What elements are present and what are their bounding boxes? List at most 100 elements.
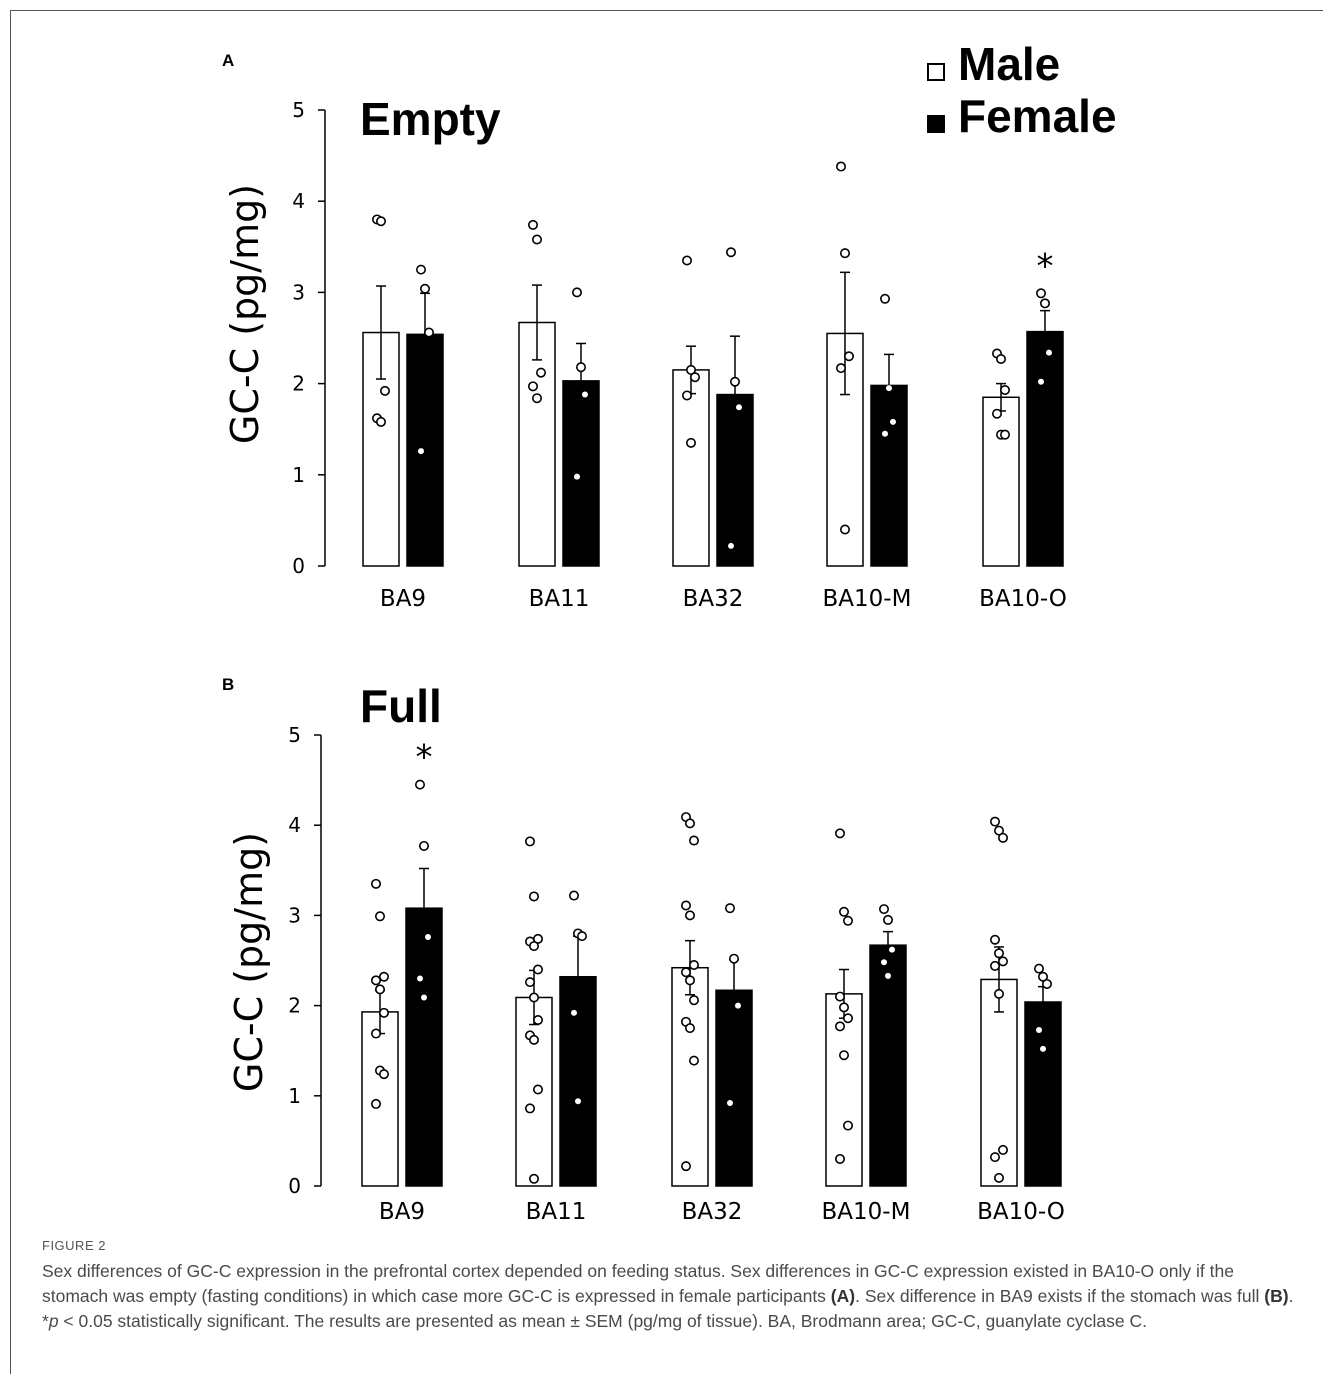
data-point-female-ba11 bbox=[576, 931, 587, 942]
data-point-male-ba11 bbox=[531, 393, 542, 404]
data-point-female-ba10-o bbox=[1038, 378, 1044, 385]
figure-svg: A Empty GC-C (pg/mg) 0 1 2 3 4 5 BA9 BA11 BA32 BA10-… bbox=[222, 38, 1117, 1225]
data-point-female-ba11 bbox=[571, 1009, 577, 1016]
data-point-female-ba11 bbox=[574, 473, 580, 480]
data-point-male-ba10-m bbox=[838, 1050, 849, 1061]
data-point-female-ba10-m bbox=[882, 914, 893, 925]
data-point-male-ba9 bbox=[375, 416, 386, 427]
data-point-male-ba10-o bbox=[997, 832, 1008, 843]
significance-marker: * bbox=[416, 738, 433, 778]
panel-letter: A bbox=[222, 51, 234, 70]
x-tick-label-ba9: BA9 bbox=[380, 586, 426, 612]
data-point-female-ba10-o bbox=[1036, 288, 1047, 299]
data-point-male-ba11 bbox=[528, 1173, 539, 1184]
x-tick-label-ba9: BA9 bbox=[379, 1199, 425, 1225]
data-point-female-ba10-m bbox=[881, 959, 887, 966]
bar-male-ba9 bbox=[361, 1011, 399, 1187]
legend-swatch-female bbox=[927, 115, 945, 133]
data-point-male-ba32 bbox=[680, 1161, 691, 1172]
data-point-male-ba10-o bbox=[991, 408, 1002, 419]
data-point-male-ba9 bbox=[378, 1069, 389, 1080]
data-point-female-ba32 bbox=[725, 247, 736, 258]
legend-label-male: Male bbox=[958, 38, 1060, 90]
data-point-male-ba32 bbox=[680, 900, 691, 911]
bar-female-ba10-o bbox=[1024, 1001, 1062, 1187]
data-point-female-ba10-o bbox=[1034, 963, 1045, 974]
data-point-male-ba10-m bbox=[838, 1002, 849, 1013]
data-point-female-ba9 bbox=[425, 934, 431, 941]
data-point-male-ba10-o bbox=[993, 948, 1004, 959]
y-tick-label: 0 bbox=[292, 554, 305, 578]
data-point-male-ba11 bbox=[528, 992, 539, 1003]
data-point-female-ba11 bbox=[582, 391, 588, 398]
x-tick-label-ba32: BA32 bbox=[682, 1199, 743, 1225]
data-point-male-ba10-m bbox=[834, 828, 845, 839]
data-point-female-ba10-m bbox=[886, 385, 892, 392]
data-point-male-ba32 bbox=[688, 1055, 699, 1066]
caption-ref-a: (A) bbox=[830, 1286, 856, 1306]
data-point-female-ba32 bbox=[736, 404, 742, 411]
data-point-male-ba10-o bbox=[989, 934, 1000, 945]
y-axis-label: GC-C (pg/mg) bbox=[223, 184, 267, 444]
data-point-male-ba10-o bbox=[989, 960, 1000, 971]
data-point-male-ba11 bbox=[528, 1034, 539, 1045]
y-tick-label: 1 bbox=[292, 463, 305, 487]
caption-text-1: Sex differences of GC-C expression in th… bbox=[42, 1261, 1234, 1306]
data-point-female-ba9 bbox=[414, 779, 425, 790]
panel-a: A Empty GC-C (pg/mg) 0 1 2 3 4 5 BA9 BA11 BA32 BA10-… bbox=[222, 51, 1067, 612]
y-tick-label: 2 bbox=[288, 994, 301, 1018]
data-point-female-ba32 bbox=[729, 376, 740, 387]
data-point-male-ba32 bbox=[689, 372, 700, 383]
data-point-female-ba9 bbox=[421, 994, 427, 1001]
panel-letter: B bbox=[222, 675, 234, 694]
data-point-female-ba11 bbox=[575, 362, 586, 373]
data-point-female-ba9 bbox=[417, 975, 423, 982]
panel-title: Full bbox=[360, 680, 442, 732]
data-point-male-ba10-m bbox=[835, 363, 846, 374]
data-point-male-ba10-m bbox=[839, 248, 850, 259]
data-point-female-ba10-o bbox=[1040, 298, 1051, 309]
data-point-male-ba10-o bbox=[999, 429, 1010, 440]
data-point-male-ba11 bbox=[528, 941, 539, 952]
data-point-male-ba32 bbox=[680, 967, 691, 978]
data-point-female-ba9 bbox=[419, 283, 430, 294]
data-point-female-ba10-m bbox=[879, 293, 890, 304]
data-point-male-ba11 bbox=[532, 1015, 543, 1026]
data-point-male-ba10-m bbox=[838, 906, 849, 917]
data-point-female-ba9 bbox=[418, 448, 424, 455]
data-point-male-ba10-m bbox=[834, 1153, 845, 1164]
data-point-male-ba9 bbox=[370, 1028, 381, 1039]
data-point-female-ba11 bbox=[568, 890, 579, 901]
x-tick-label-ba10-o: BA10-O bbox=[977, 1199, 1065, 1225]
y-tick-label: 3 bbox=[292, 280, 305, 304]
data-point-male-ba32 bbox=[685, 437, 696, 448]
data-point-female-ba10-m bbox=[889, 946, 895, 953]
data-point-male-ba10-m bbox=[835, 161, 846, 172]
data-point-male-ba11 bbox=[535, 367, 546, 378]
bar-male-ba10-o bbox=[982, 396, 1020, 567]
x-tick-label-ba10-o: BA10-O bbox=[979, 586, 1067, 612]
data-point-female-ba10-m bbox=[882, 430, 888, 437]
bar-female-ba9 bbox=[405, 907, 443, 1187]
data-point-female-ba10-m bbox=[890, 418, 896, 425]
data-point-male-ba10-m bbox=[843, 351, 854, 362]
data-point-male-ba9 bbox=[370, 1098, 381, 1109]
data-point-female-ba9 bbox=[418, 840, 429, 851]
data-point-male-ba10-o bbox=[989, 1152, 1000, 1163]
data-point-male-ba11 bbox=[532, 964, 543, 975]
data-point-male-ba32 bbox=[684, 818, 695, 829]
panel-title: Empty bbox=[360, 93, 501, 145]
y-tick-label: 4 bbox=[292, 189, 305, 213]
data-point-male-ba10-o bbox=[999, 384, 1010, 395]
frame-left-border bbox=[10, 10, 11, 1374]
bar-female-ba32 bbox=[715, 989, 753, 1187]
bar-female-ba10-o bbox=[1026, 330, 1064, 567]
panel-b: B Full GC-C (pg/mg) 0 1 2 3 4 5 BA9 BA11 BA32 BA10-M… bbox=[222, 675, 1065, 1225]
y-tick-label: 1 bbox=[288, 1084, 301, 1108]
data-point-female-ba32 bbox=[735, 1002, 741, 1009]
data-point-male-ba10-m bbox=[842, 915, 853, 926]
data-point-male-ba32 bbox=[685, 364, 696, 375]
data-point-male-ba9 bbox=[370, 975, 381, 986]
data-point-male-ba9 bbox=[374, 911, 385, 922]
figure-label: FIGURE 2 bbox=[42, 1238, 106, 1253]
